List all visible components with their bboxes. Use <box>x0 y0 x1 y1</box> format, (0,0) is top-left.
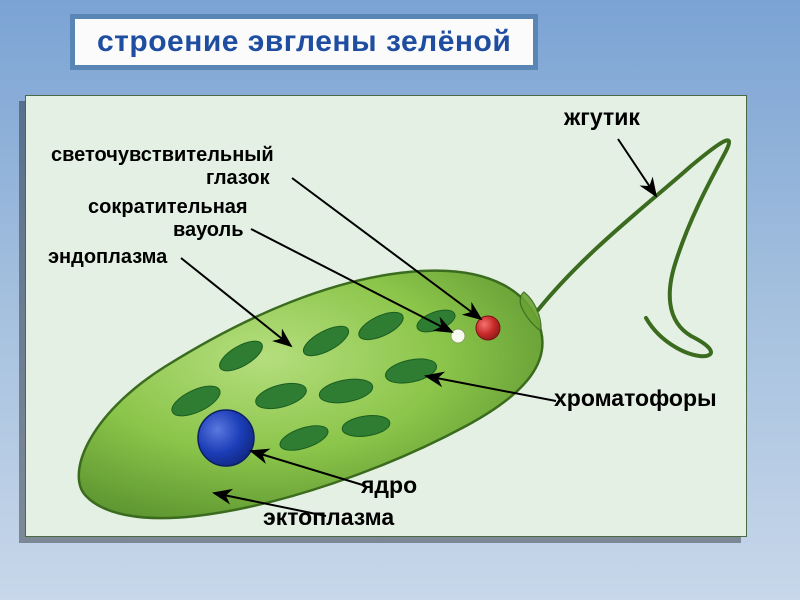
label-eyespot-l1: светочувствительный <box>51 144 274 167</box>
diagram-frame: жгутик светочувствительный глазок сократ… <box>25 95 747 537</box>
label-eyespot-l2: глазок <box>206 167 270 190</box>
label-flagellum: жгутик <box>564 104 640 130</box>
label-endoplasm: эндоплазма <box>48 246 167 269</box>
label-vacuole-l2: вауоль <box>173 219 244 242</box>
label-nucleus: ядро <box>361 472 417 498</box>
label-vacuole-l1: сократительная <box>88 196 248 219</box>
page-title: строение эвглены зелёной <box>70 14 538 70</box>
title-text: строение эвглены зелёной <box>97 25 511 58</box>
label-chromatophores: хроматофоры <box>554 385 717 411</box>
label-ectoplasm: эктоплазма <box>263 504 394 530</box>
